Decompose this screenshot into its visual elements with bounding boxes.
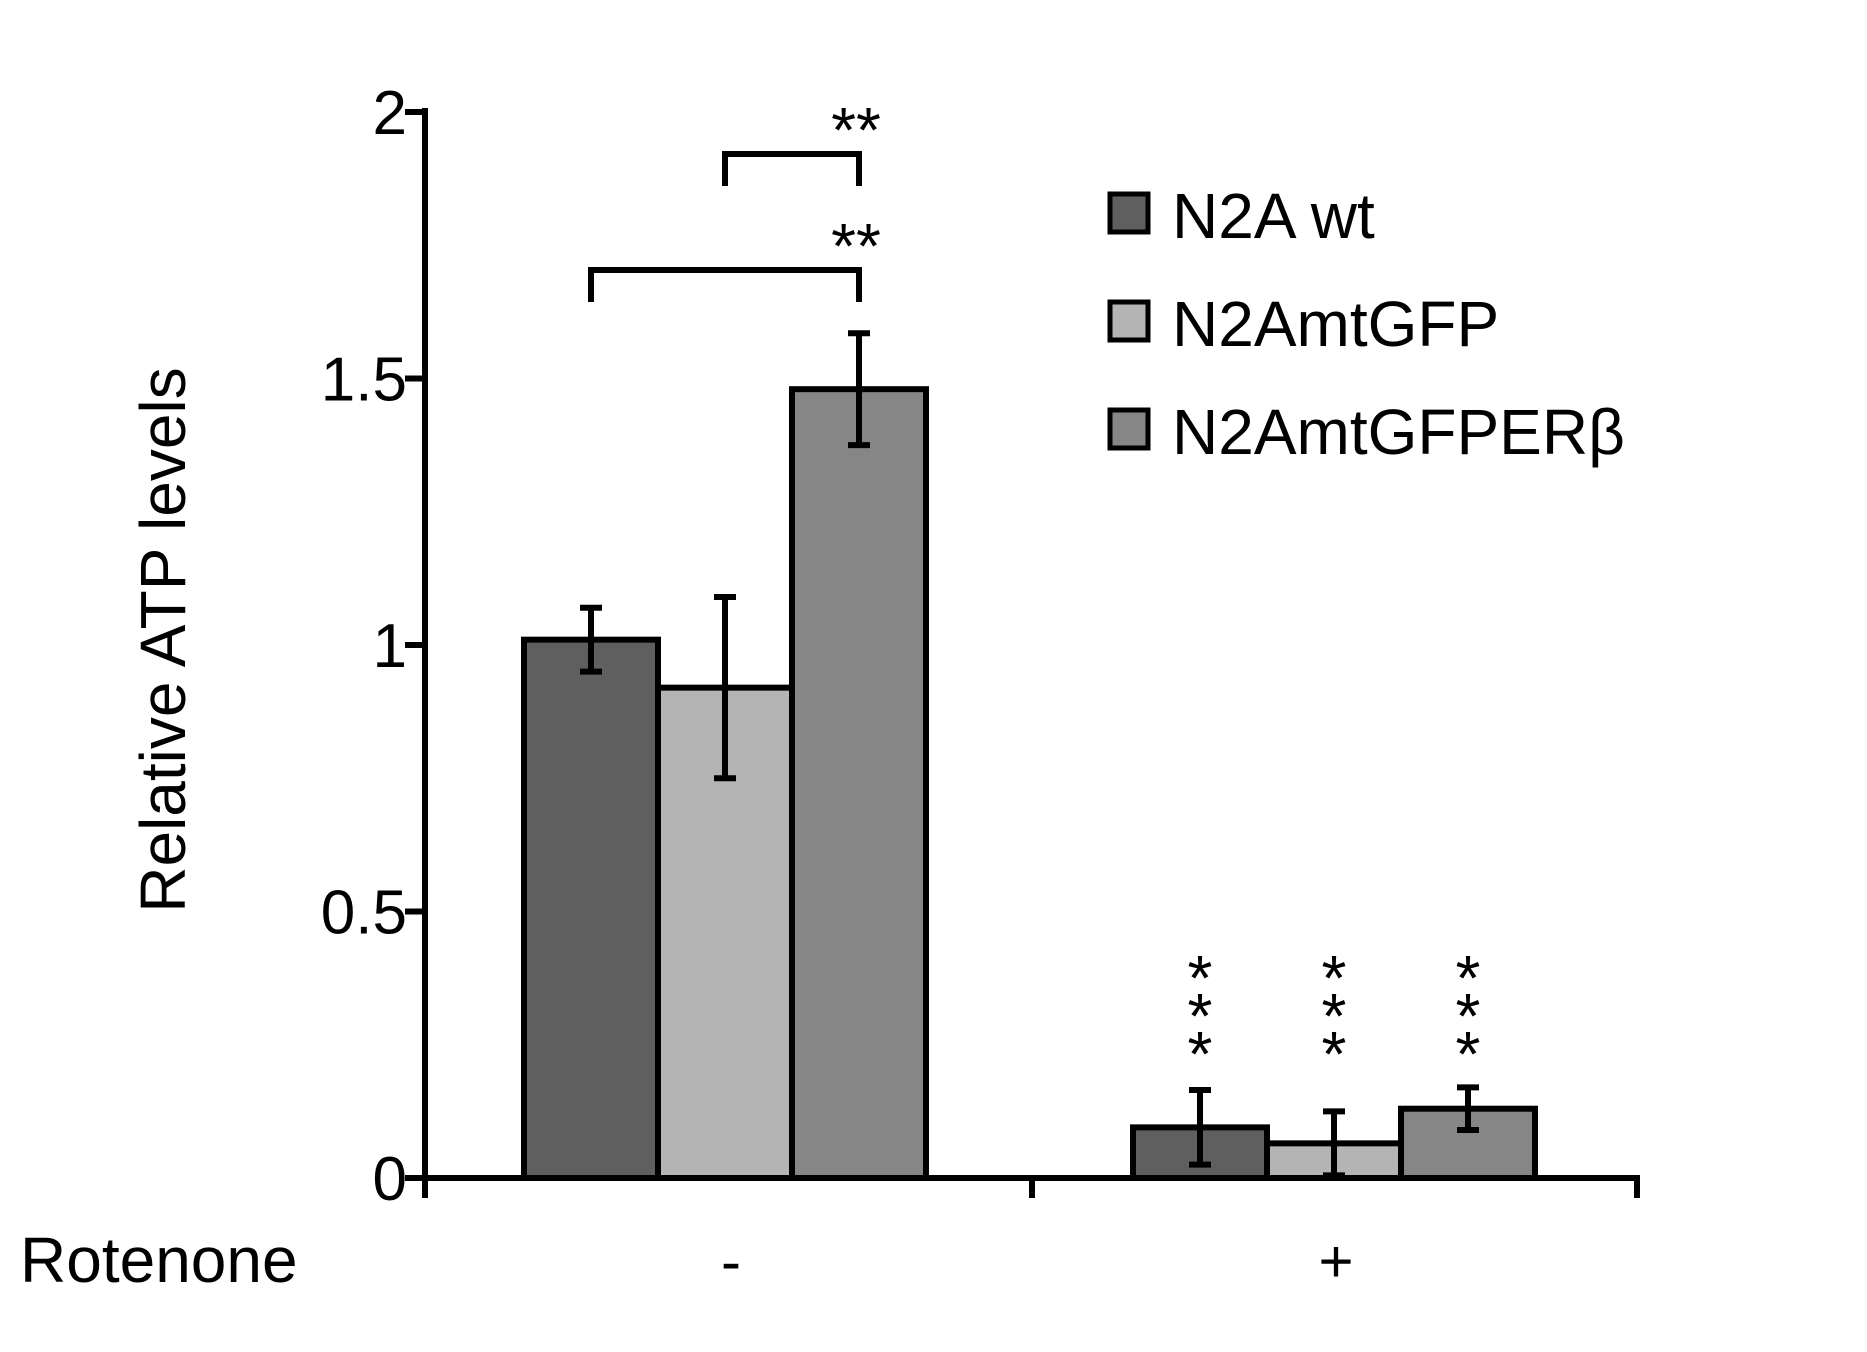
- y-tick-label: 2: [373, 79, 407, 148]
- y-axis-title: Relative ATP levels: [127, 367, 199, 912]
- legend-swatch: [1107, 191, 1151, 235]
- x-category-label: +: [1318, 1228, 1353, 1295]
- legend-label: N2AmtGFP: [1172, 288, 1499, 360]
- legend-swatch: [1107, 407, 1151, 451]
- y-tick-label: 1: [373, 612, 407, 681]
- significance-star: *: [1456, 1018, 1481, 1090]
- significance-star: *: [1188, 942, 1213, 1014]
- bar-1-minus: [521, 636, 661, 1181]
- significance-bracket: [722, 151, 862, 186]
- significance-star: *: [1188, 1018, 1213, 1090]
- significance-bracket: [588, 267, 862, 302]
- legend-label: N2A wt: [1172, 180, 1375, 252]
- rotenone-row-label: Rotenone: [20, 1224, 298, 1296]
- significance-star: *: [1322, 1018, 1347, 1090]
- y-tick-label: 1.5: [321, 346, 407, 415]
- significance-star: *: [1456, 980, 1481, 1052]
- legend: N2A wt N2AmtGFP N2AmtGFPERβ: [1107, 180, 1625, 468]
- y-tick-label: 0.5: [321, 879, 407, 948]
- significance-star: *: [1188, 980, 1213, 1052]
- significance-star: *: [1322, 980, 1347, 1052]
- significance-star: *: [1322, 942, 1347, 1014]
- significance-label: **: [831, 94, 881, 166]
- plot-area: 00.511.52- +*************: [321, 79, 1640, 1295]
- y-tick-label: 0: [373, 1145, 407, 1214]
- legend-swatch: [1107, 299, 1151, 343]
- significance-star: *: [1456, 942, 1481, 1014]
- legend-label: N2AmtGFPERβ: [1172, 396, 1625, 468]
- significance-label: **: [831, 210, 881, 282]
- bar-3-minus: [789, 386, 929, 1182]
- x-category-label: -: [721, 1228, 741, 1295]
